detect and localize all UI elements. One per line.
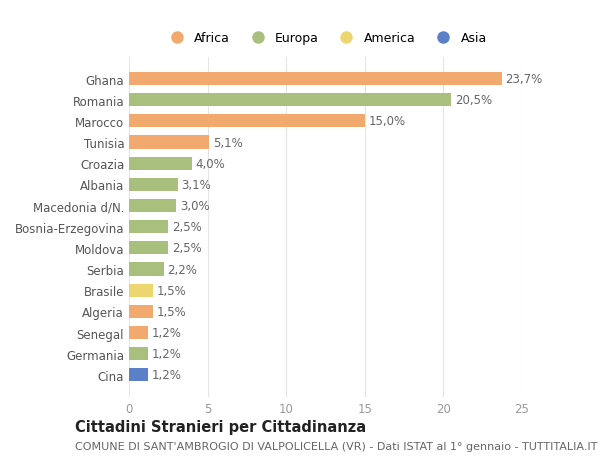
Text: 1,5%: 1,5% — [157, 305, 186, 318]
Text: Cittadini Stranieri per Cittadinanza: Cittadini Stranieri per Cittadinanza — [75, 419, 366, 434]
Bar — [129, 284, 152, 297]
Legend: Africa, Europa, America, Asia: Africa, Europa, America, Asia — [161, 30, 490, 48]
Bar — [129, 157, 192, 170]
Text: COMUNE DI SANT'AMBROGIO DI VALPOLICELLA (VR) - Dati ISTAT al 1° gennaio - TUTTIT: COMUNE DI SANT'AMBROGIO DI VALPOLICELLA … — [75, 441, 598, 451]
Bar — [129, 347, 148, 360]
Bar — [129, 200, 176, 213]
Text: 2,5%: 2,5% — [172, 221, 202, 234]
Text: 23,7%: 23,7% — [505, 73, 543, 86]
Bar — [129, 263, 164, 276]
Bar — [129, 73, 502, 86]
Text: 1,5%: 1,5% — [157, 284, 186, 297]
Text: 15,0%: 15,0% — [369, 115, 406, 128]
Bar — [129, 242, 168, 255]
Text: 2,5%: 2,5% — [172, 242, 202, 255]
Text: 2,2%: 2,2% — [167, 263, 197, 276]
Bar — [129, 94, 451, 107]
Text: 1,2%: 1,2% — [152, 369, 182, 381]
Bar — [129, 326, 148, 339]
Text: 3,1%: 3,1% — [182, 179, 211, 191]
Text: 20,5%: 20,5% — [455, 94, 493, 107]
Text: 1,2%: 1,2% — [152, 347, 182, 360]
Bar — [129, 221, 168, 234]
Text: 3,0%: 3,0% — [180, 200, 210, 213]
Bar — [129, 305, 152, 318]
Text: 4,0%: 4,0% — [196, 157, 226, 170]
Text: 1,2%: 1,2% — [152, 326, 182, 339]
Bar — [129, 115, 365, 128]
Text: 5,1%: 5,1% — [213, 136, 243, 149]
Bar — [129, 369, 148, 381]
Bar — [129, 179, 178, 191]
Bar — [129, 136, 209, 149]
